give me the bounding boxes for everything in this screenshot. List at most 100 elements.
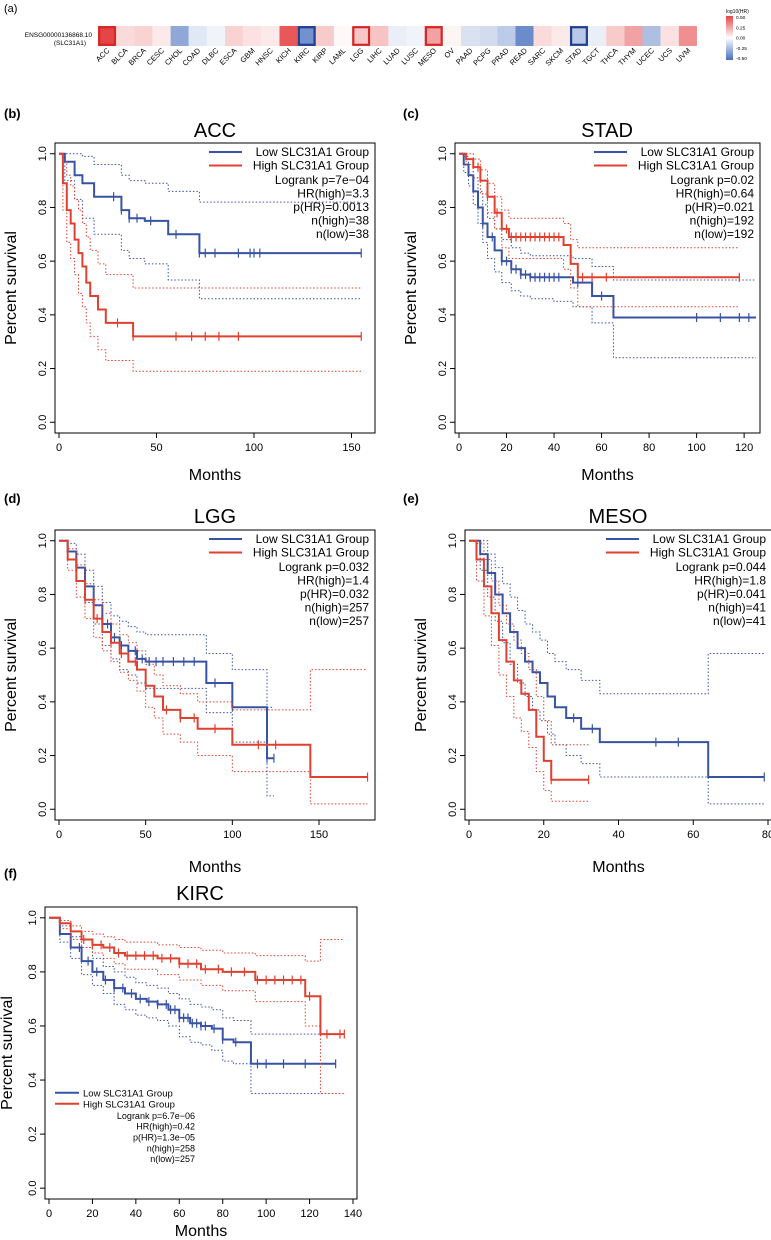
meso-survival-line-high — [469, 539, 589, 781]
meso-y-axis-label: Percent survival — [413, 618, 430, 732]
heatmap-cell-blca — [116, 26, 135, 46]
meso-y-tick-label: 0.4 — [447, 694, 459, 709]
meso-y-tick-label: 0.8 — [447, 587, 459, 602]
heatmap-label-luad: LUAD — [381, 46, 402, 67]
km-panel-acc: (b) ACC Months Percent survival 0 50 100 150 0.0… — [3, 106, 376, 484]
lgg-legend-stat: p(HR)=0.032 — [300, 587, 369, 601]
km-panel-stad: (c) STAD Months Percent survival 0 20 40 60 80 10… — [403, 106, 761, 484]
heatmap-label-esca: ESCA — [218, 46, 239, 67]
stad-x-axis-label: Months — [581, 467, 633, 484]
stad-survival-line-low — [459, 152, 756, 319]
acc-legend-entry-high: High SLC31A1 Group — [253, 159, 369, 173]
heatmap-label-brca: BRCA — [127, 46, 148, 67]
lgg-y-tick-label: 0.6 — [37, 640, 49, 655]
heatmap-label-kirp: KIRP — [311, 46, 330, 65]
heatmap-label-meso: MESO — [416, 46, 438, 68]
heatmap-label-chol: CHOL — [163, 46, 184, 67]
heatmap-label-sarc: SARC — [526, 46, 548, 68]
heatmap-cell-read — [515, 26, 534, 46]
stad-y-tick-label: 0.0 — [437, 415, 449, 430]
meso-legend-stat: n(low)=41 — [713, 614, 766, 628]
heatmap-cell-prad — [497, 26, 516, 46]
kirc-legend-stat: n(low)=257 — [150, 1154, 195, 1164]
acc-ci-upper-low — [59, 153, 362, 203]
stad-chart-title: STAD — [581, 120, 633, 142]
heatmap-highlight-lgg — [352, 26, 371, 46]
stad-x-tick-label: 0 — [456, 442, 462, 454]
acc-y-tick-label: 0.0 — [37, 415, 49, 430]
kirc-y-tick-label: 1.0 — [27, 910, 39, 925]
heatmap-cell-tgct — [588, 26, 607, 46]
kirc-y-tick-label: 0.8 — [27, 964, 39, 979]
kirc-legend-stat: HR(high)=0.42 — [136, 1122, 195, 1132]
meso-ci-upper-low — [469, 540, 765, 695]
stad-y-tick-label: 0.8 — [437, 200, 449, 215]
stad-y-tick-label: 0.2 — [437, 361, 449, 376]
meso-x-axis-label: Months — [592, 859, 644, 876]
kirc-y-tick-label: 0.6 — [27, 1018, 39, 1033]
lgg-survival-line-high — [59, 539, 368, 779]
stad-y-tick-label: 0.6 — [437, 253, 449, 268]
acc-x-tick-label: 50 — [150, 442, 162, 454]
meso-chart-title: MESO — [589, 506, 648, 528]
kirc-legend-entry-high: High SLC31A1 Group — [83, 1099, 175, 1110]
kirc-x-axis-label: Months — [175, 1223, 227, 1240]
kirc-legend-stat: Logrank p=6.7e−06 — [117, 1111, 195, 1121]
heatmap-label-coad: COAD — [181, 46, 203, 68]
heatmap-cell-ucs — [660, 26, 679, 46]
heatmap-label-thym: THYM — [616, 46, 637, 67]
meso-series-high — [469, 539, 590, 802]
meso-legend-stat: p(HR)=0.041 — [697, 587, 766, 601]
heatmap-label-dlbc: DLBC — [200, 46, 221, 67]
lgg-y-tick-label: 1.0 — [37, 533, 49, 548]
lgg-ci-lower-high — [59, 540, 368, 805]
stad-x-tick-label: 80 — [643, 442, 655, 454]
stad-plot-frame — [454, 142, 761, 434]
meso-y-tick-label: 0.2 — [447, 748, 459, 763]
km-panel-kirc: (f) KIRC Months Percent survival 0 20 40 60 80 10… — [0, 866, 362, 1240]
heatmap-color-legend: log10(HR) 0.50 0.25 0.00 -0.25 -0.50 — [726, 9, 749, 62]
heatmap-cell-uvm — [678, 26, 697, 46]
meso-legend-stat: HR(high)=1.8 — [694, 574, 766, 588]
heatmap-label-uvm: UVM — [674, 46, 692, 64]
heatmap-label-kirc: KIRC — [292, 46, 311, 65]
lgg-series-low — [59, 539, 275, 797]
meso-ci-lower-low — [469, 540, 765, 805]
heatmap-cell-esca — [225, 26, 244, 46]
acc-ci-upper-high — [59, 153, 362, 289]
heatmap-cell-acc — [98, 26, 117, 46]
kirc-panel-label: (f) — [4, 866, 17, 881]
acc-plot-frame — [54, 142, 376, 434]
lgg-legend-stat: n(low)=257 — [309, 614, 369, 628]
heatmap-label-lgg: LGG — [348, 46, 366, 64]
lgg-y-tick-label: 0.0 — [37, 802, 49, 817]
heatmap-cell-chol — [170, 26, 189, 46]
stad-legend-stat: HR(high)=0.64 — [676, 187, 755, 201]
heatmap-legend-ticks: 0.50 0.25 0.00 -0.25 -0.50 — [736, 15, 747, 62]
lgg-survival-line-low — [59, 539, 274, 760]
acc-legend-stat: n(low)=38 — [316, 227, 369, 241]
heatmap-cell-skcm — [551, 26, 570, 46]
heatmap-legend-tick: -0.25 — [736, 46, 747, 52]
kirc-x-tick-label: 20 — [86, 1208, 98, 1220]
heatmap-highlight-acc — [98, 26, 117, 46]
heatmap-legend-title: log10(HR) — [726, 9, 749, 15]
meso-y-tick-label: 0.0 — [447, 802, 459, 817]
meso-y-tick-label: 1.0 — [447, 533, 459, 548]
meso-legend-stat: Logrank p=0.044 — [676, 560, 767, 574]
meso-y-tick-label: 0.6 — [447, 640, 459, 655]
heatmap-cell-hnsc — [261, 26, 280, 46]
lgg-x-tick-label: 0 — [56, 829, 62, 841]
acc-y-axis-label: Percent survival — [3, 231, 20, 345]
acc-y-tick-label: 1.0 — [37, 146, 49, 161]
stad-y-axis-label: Percent survival — [403, 231, 420, 345]
meso-legend-entry-low: Low SLC31A1 Group — [653, 532, 767, 546]
heatmap-cell-kich — [279, 26, 298, 46]
heatmap-legend-tick: -0.50 — [736, 56, 747, 62]
meso-x-tick-label: 60 — [687, 829, 699, 841]
meso-x-tick-label: 80 — [762, 829, 771, 841]
